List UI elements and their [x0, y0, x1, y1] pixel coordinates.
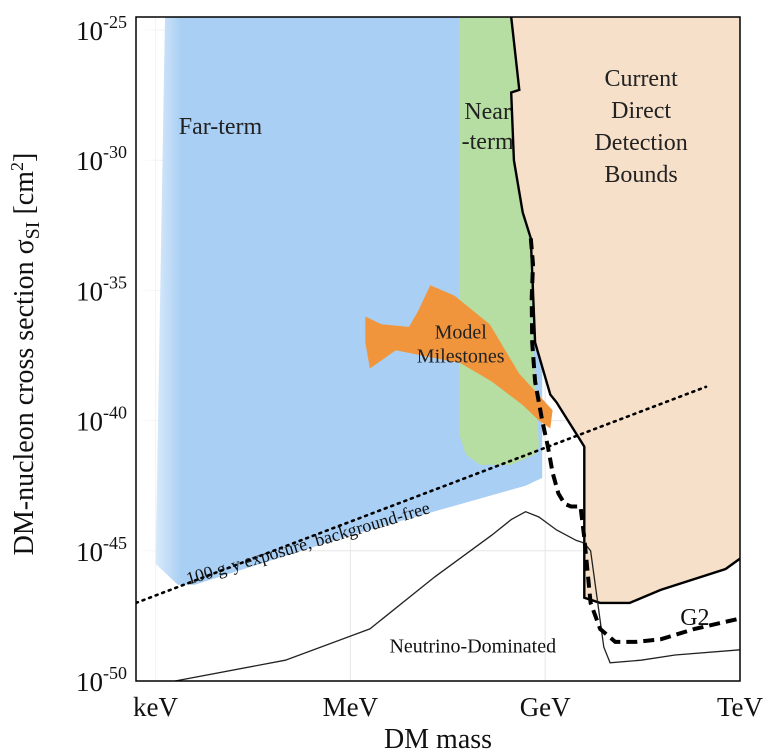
- y-tick-label-2: 10-35: [76, 272, 127, 306]
- far-term-label: Far-term: [179, 114, 263, 140]
- plot-frame: [135, 16, 741, 682]
- region-label-line: Detection: [594, 130, 687, 156]
- y-tick-base: 10: [76, 276, 103, 306]
- y-tick-exponent: -40: [103, 403, 127, 423]
- y-axis-title-unit-close: ]: [9, 153, 40, 162]
- region-label-line: Bounds: [604, 162, 677, 188]
- x-tick-label-tev: TeV: [717, 692, 764, 722]
- g2-label: G2: [680, 605, 709, 631]
- y-axis-title-main: DM-nucleon cross section σ: [9, 239, 40, 555]
- model-milestones-label: Model Milestones: [417, 321, 505, 367]
- x-tick-labels: keV MeV GeV TeV: [133, 692, 763, 722]
- region-label-line: Model: [435, 321, 488, 343]
- x-tick-label-mev: MeV: [323, 692, 379, 722]
- y-tick-label-5: 10-50: [76, 663, 127, 697]
- region-label-line: Current: [604, 66, 678, 92]
- y-tick-exponent: -30: [103, 142, 127, 162]
- direct-detection-region: [511, 17, 740, 603]
- g2-line: [528, 238, 740, 644]
- y-tick-exponent: -45: [103, 533, 127, 553]
- region-label-line: Direct: [611, 98, 671, 124]
- region-label-line: Near: [464, 99, 511, 125]
- y-axis-title: DM-nucleon cross section σSI [cm2]: [7, 153, 44, 556]
- neutrino-floor-line: [174, 510, 740, 681]
- y-axis-title-sub: SI: [22, 222, 44, 240]
- x-axis-title: DM mass: [384, 724, 492, 755]
- y-axis-title-unit: [cm: [9, 171, 40, 222]
- y-tick-exponent: -25: [103, 12, 127, 32]
- x-tick-label-kev: keV: [133, 692, 178, 722]
- y-axis-title-unit-sup: 2: [7, 162, 27, 171]
- region-label-line: -term: [462, 129, 514, 155]
- y-tick-exponent: -35: [103, 272, 127, 292]
- y-tick-base: 10: [76, 667, 103, 697]
- far-term-region: [155, 17, 543, 585]
- y-tick-base: 10: [76, 537, 103, 567]
- direct-detection-label: Current Direct Detection Bounds: [594, 66, 687, 188]
- y-tick-exponent: -50: [103, 663, 127, 683]
- y-tick-base: 10: [76, 407, 103, 437]
- y-tick-base: 10: [76, 16, 103, 46]
- y-tick-label-4: 10-45: [76, 533, 127, 567]
- model-milestones-region: [365, 285, 553, 429]
- y-tick-label-1: 10-30: [76, 142, 127, 176]
- direct-detection-bound-line: [509, 17, 740, 605]
- y-tick-label-0: 10-25: [76, 12, 127, 46]
- near-term-label: Near -term: [462, 99, 514, 155]
- y-tick-label-3: 10-40: [76, 403, 127, 437]
- far-term-fade: [136, 17, 182, 681]
- x-tick-label-gev: GeV: [520, 692, 571, 722]
- region-label-line: Milestones: [417, 345, 505, 367]
- y-tick-base: 10: [76, 146, 103, 176]
- region-label-line: Far-term: [179, 114, 263, 140]
- neutrino-dominated-label: Neutrino-Dominated: [389, 635, 556, 657]
